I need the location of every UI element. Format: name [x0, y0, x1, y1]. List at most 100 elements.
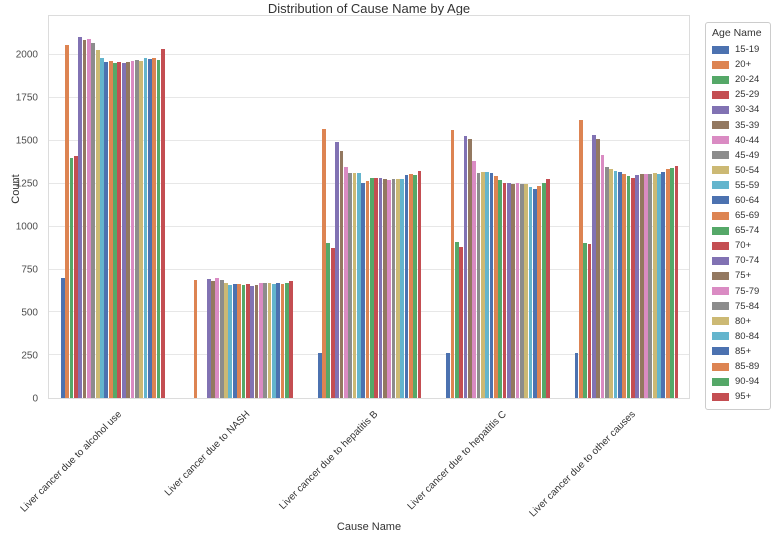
legend-label: 90-94 [735, 376, 760, 388]
legend-label: 30-34 [735, 104, 760, 116]
bar-65-69 [622, 173, 627, 398]
bar-85-89 [537, 185, 542, 398]
bar-75-79 [130, 60, 135, 398]
bar-45-49 [476, 172, 481, 398]
bar-80+ [267, 283, 272, 398]
bar-85+ [276, 283, 281, 398]
bar-65-69 [108, 61, 113, 398]
legend-item: 90-94 [712, 374, 764, 389]
bar-75-84 [134, 59, 139, 398]
legend-label: 20-24 [735, 74, 760, 86]
legend-label: 75+ [735, 270, 752, 282]
legend-item: 75-84 [712, 299, 764, 314]
bar-80-84 [657, 174, 661, 398]
legend-swatch-icon [712, 211, 729, 220]
bar-group [563, 16, 691, 398]
bar-95+ [546, 179, 550, 398]
chart-title: Distribution of Cause Name by Age [267, 1, 471, 16]
bar-75-79 [387, 180, 392, 398]
legend-item: 85-89 [712, 359, 764, 374]
bar-25-29 [74, 156, 78, 398]
legend-item: 65-69 [712, 208, 764, 223]
bar-50-54 [609, 169, 614, 398]
bar-15-19 [446, 353, 450, 398]
bar-85+ [533, 189, 537, 398]
bar-55-59 [613, 170, 618, 398]
bar-80+ [139, 61, 143, 398]
y-axis-ticks: 0 250 500 750 1000 1250 1500 1750 2000 [0, 15, 44, 404]
bar-50-54 [224, 282, 228, 398]
bar-75+ [254, 284, 259, 398]
legend-label: 40-44 [735, 134, 760, 146]
bar-55-59 [100, 57, 104, 398]
bar-80+ [395, 179, 400, 398]
bar-20-24 [326, 242, 331, 398]
bar-20-24 [454, 242, 459, 398]
legend-item: 25-29 [712, 87, 764, 102]
y-tick-label: 1500 [15, 135, 38, 147]
legend-swatch-icon [712, 256, 729, 265]
bar-55-59 [228, 284, 233, 398]
bar-40-44 [343, 166, 348, 398]
legend-item: 30-34 [712, 102, 764, 117]
bar-60-64 [489, 172, 494, 398]
legend-swatch-icon [712, 45, 729, 54]
bar-75-79 [515, 182, 520, 398]
bar-20+ [578, 119, 583, 398]
bar-65-69 [237, 284, 241, 398]
legend-swatch-icon [712, 151, 729, 160]
plot-area [48, 15, 690, 399]
bar-70+ [631, 177, 635, 398]
legend-label: 80-84 [735, 330, 760, 342]
bar-60-64 [618, 171, 622, 398]
bar-75-84 [263, 282, 267, 398]
legend-swatch-icon [712, 302, 729, 311]
y-tick-label: 1750 [15, 92, 38, 104]
bar-group [306, 16, 434, 398]
bar-40-44 [87, 39, 91, 398]
bar-15-19 [61, 278, 65, 398]
bar-70-74 [635, 175, 640, 398]
bar-35-39 [82, 39, 87, 398]
bar-90-94 [156, 59, 161, 398]
bar-45-49 [605, 166, 609, 398]
legend-swatch-icon [712, 271, 729, 280]
bar-20+ [65, 45, 70, 398]
legend-label: 15-19 [735, 44, 760, 56]
bar-30-34 [591, 135, 596, 398]
bar-40-44 [215, 278, 220, 398]
bar-groups [49, 16, 689, 398]
legend-swatch-icon [712, 362, 729, 371]
bar-65-74 [241, 284, 246, 398]
bar-35-39 [596, 139, 601, 398]
bar-40-44 [472, 160, 476, 398]
bar-90-94 [413, 174, 418, 398]
bar-30-34 [463, 135, 468, 398]
legend-label: 25-29 [735, 89, 760, 101]
legend-label: 50-54 [735, 164, 760, 176]
bar-90-94 [541, 182, 546, 398]
legend-item: 50-54 [712, 163, 764, 178]
bar-85+ [661, 171, 666, 398]
bar-group [434, 16, 562, 398]
legend-label: 65-74 [735, 225, 760, 237]
bar-20+ [193, 279, 198, 398]
legend-item: 95+ [712, 389, 764, 404]
bar-70-74 [250, 285, 254, 398]
bar-20-24 [69, 158, 74, 398]
legend-item: 45-49 [712, 148, 764, 163]
legend-item: 80+ [712, 314, 764, 329]
bar-80+ [524, 184, 529, 398]
legend-swatch-icon [712, 377, 729, 386]
gridline [49, 97, 689, 99]
bar-30-34 [206, 278, 211, 398]
bar-75-79 [644, 173, 648, 398]
y-tick-label: 1000 [15, 221, 38, 233]
bar-15-19 [574, 353, 579, 398]
legend-label: 75-84 [735, 300, 760, 312]
bar-85-89 [152, 58, 156, 398]
bar-75-79 [258, 283, 263, 398]
bar-45-49 [91, 43, 96, 398]
bar-90-94 [670, 168, 674, 398]
legend-item: 40-44 [712, 133, 764, 148]
